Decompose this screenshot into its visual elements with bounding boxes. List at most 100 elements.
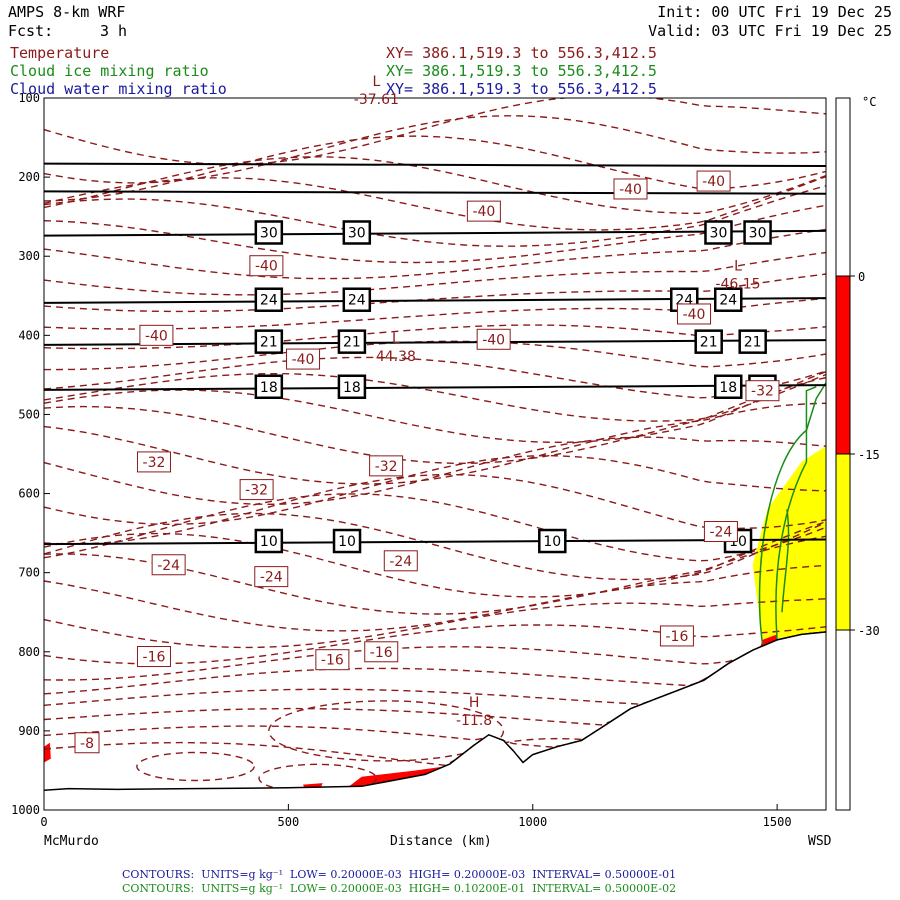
- field-cloud-ice: Cloud ice mixing ratio: [10, 62, 209, 80]
- temperature-label: -16: [321, 653, 344, 669]
- isentrope-label: 10: [260, 534, 278, 550]
- isentrope-label-box: [342, 220, 372, 245]
- colorbar-unit: °C: [862, 95, 876, 109]
- isentrope-label: 18: [343, 380, 361, 396]
- isentrope-label: 24: [260, 293, 278, 309]
- temperature-label-box: [151, 554, 186, 576]
- temperature-label-box: [239, 479, 274, 501]
- isentrope-label: 30: [710, 225, 728, 241]
- isentrope-label-box: [342, 287, 372, 312]
- isentrope-label-box: [254, 374, 284, 400]
- isentrope-label: 21: [744, 335, 762, 351]
- footer-contours-2: CONTOURS: UNITS=g kg⁻¹ LOW= 0.20000E-03 …: [122, 882, 677, 895]
- isentrope-label-box: [337, 329, 367, 354]
- extremum-value: -46.15: [715, 276, 760, 292]
- temperature-contour: [44, 175, 826, 231]
- x-tick-label: 0: [40, 815, 47, 829]
- temperature-label-box: [136, 646, 171, 668]
- isentrope-label-box: [694, 329, 723, 354]
- isentrope-label: 10: [338, 534, 356, 550]
- temperature-label: -16: [143, 650, 166, 666]
- colorbar-yellow: [835, 453, 851, 631]
- temperature-contour: [44, 455, 826, 526]
- y-tick-label: 500: [18, 407, 40, 421]
- temperature-label-box: [466, 200, 501, 222]
- x-tick-label: 1500: [763, 815, 792, 829]
- temperature-label-box: [364, 641, 399, 663]
- temperature-label: -32: [375, 459, 398, 475]
- temperature-label: -16: [370, 645, 393, 661]
- isentrope-label-box: [254, 287, 284, 312]
- isentrope-label-box: [704, 220, 733, 245]
- temperature-label: -40: [683, 307, 706, 323]
- temperature-contour: [44, 135, 826, 202]
- forecast-label: Fcst:: [8, 22, 54, 40]
- temperature-label: -40: [255, 259, 278, 275]
- temperature-label: -40: [145, 328, 168, 344]
- extremum-value: 44.38: [376, 349, 416, 365]
- field-cloud-water-xy: XY= 386.1,519.3 to 556.3,412.5: [386, 80, 657, 98]
- temperature-contour: [44, 251, 826, 296]
- isentrope-label: 24: [719, 293, 737, 309]
- temperature-label: -40: [702, 174, 725, 190]
- x-left-label: McMurdo: [44, 834, 99, 849]
- field-cloud-ice-xy: XY= 386.1,519.3 to 556.3,412.5: [386, 62, 657, 80]
- isentrope-label-box: [332, 528, 362, 554]
- temperature-label-box: [613, 178, 648, 200]
- isentrope-label-box: [743, 220, 772, 245]
- temperature-label: -40: [472, 204, 495, 220]
- temperature-contour: [44, 520, 826, 598]
- y-tick-label: 800: [18, 645, 40, 659]
- extremum-symbol: H: [469, 695, 480, 711]
- isentrope-label: 21: [260, 335, 278, 351]
- temperature-contour: [44, 373, 826, 422]
- isentrope-line-18: [44, 384, 826, 391]
- temperature-label-box: [383, 550, 418, 572]
- y-tick-label: 700: [18, 566, 40, 580]
- y-tick-label: 400: [18, 328, 40, 342]
- isentrope-line-24: [44, 297, 826, 304]
- footer-contours-1: CONTOURS: UNITS=g kg⁻¹ LOW= 0.20000E-03 …: [122, 868, 677, 881]
- extremum-symbol: L: [372, 74, 380, 90]
- temperature-label: -40: [619, 182, 642, 198]
- temperature-label: -24: [260, 570, 283, 586]
- temperature-contour: [44, 98, 826, 165]
- temperature-label: -32: [245, 483, 268, 499]
- forecast-hour: 3 h: [100, 22, 128, 40]
- yellow-fill-region: [752, 446, 826, 640]
- x-tick-label: 500: [278, 815, 300, 829]
- y-tick-label: 100: [18, 91, 40, 105]
- temperature-contour: [44, 535, 826, 615]
- temperature-label-box: [745, 380, 780, 402]
- temperature-label-box: [703, 521, 738, 543]
- temperature-label-box: [315, 649, 350, 671]
- temperature-contour: [44, 564, 826, 632]
- colorbar-white-bottom: [835, 629, 851, 811]
- isentrope-label: 30: [260, 225, 278, 241]
- temperature-contour: [44, 512, 826, 581]
- extremum-symbol: L: [734, 258, 742, 274]
- temperature-contour: [44, 624, 826, 665]
- y-tick-label: 600: [18, 487, 40, 501]
- isentrope-line-10: [44, 538, 826, 546]
- temperature-contour-loop: [136, 751, 255, 782]
- temperature-label-box: [696, 170, 731, 192]
- temperature-label-box: [677, 303, 712, 325]
- temperature-label: -24: [389, 554, 412, 570]
- colorbar-tick-label: 0: [858, 270, 865, 284]
- temperature-contour: [44, 436, 826, 506]
- temperature-label: -32: [751, 384, 774, 400]
- temperature-label: -32: [143, 455, 166, 471]
- isentrope-label: 30: [749, 225, 767, 241]
- y-tick-label: 200: [18, 170, 40, 184]
- temperature-label-box: [476, 328, 511, 350]
- temperature-label-box: [659, 625, 694, 647]
- temperature-label: -8: [80, 736, 94, 752]
- isentrope-label: 18: [260, 380, 278, 396]
- temperature-label: -16: [665, 629, 688, 645]
- isentrope-label-box: [538, 528, 567, 554]
- colorbar-tick-label: -30: [858, 624, 880, 638]
- extremum-value: -37.61: [354, 92, 399, 108]
- isentrope-line: [44, 162, 826, 168]
